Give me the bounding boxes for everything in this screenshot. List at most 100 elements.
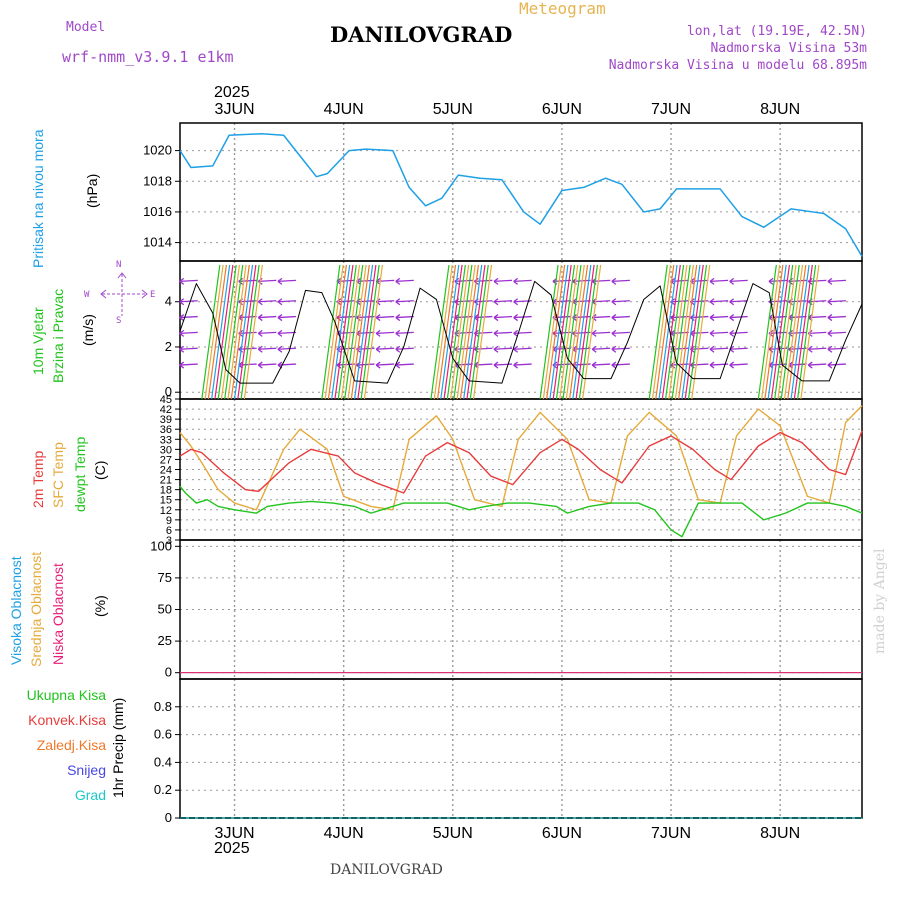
wind-vector [611, 300, 630, 303]
wind-vector [592, 363, 611, 366]
wind-vector-head [395, 361, 401, 369]
wind-vector [395, 347, 414, 350]
wind-vector [513, 315, 532, 319]
wind-vector [729, 363, 748, 366]
wind-fan-arrow [767, 264, 787, 400]
wind-vector-head [277, 298, 283, 306]
wind-vector [710, 347, 729, 350]
wind-vector [395, 315, 414, 319]
wind-vector-head [179, 314, 185, 322]
wind-vector [808, 363, 827, 366]
year-bottom: 2025 [214, 840, 250, 857]
wind-vector-head [375, 361, 381, 369]
wind-fan-arrow [230, 264, 250, 400]
wind-vector [788, 315, 807, 319]
wind-fan-arrow [443, 264, 463, 400]
wind-fan-arrow [674, 264, 694, 400]
wind-vector-head [395, 329, 401, 337]
temp-2m-line [179, 430, 863, 494]
wind-vector [258, 279, 277, 283]
wind-vector-head [493, 298, 499, 306]
wind-vector-head [257, 314, 263, 322]
wind-vector [572, 347, 591, 350]
wind-vector-head [493, 277, 499, 285]
wind-vector-head [591, 329, 597, 337]
wind-vector-head [709, 314, 715, 322]
dewpt-line [179, 485, 863, 538]
wind-vector-head [709, 298, 715, 306]
wind-vector-head [179, 329, 185, 337]
wind-fan-arrow [436, 264, 457, 400]
wind-fan-arrow [237, 264, 257, 400]
y-tick-label: 1014 [143, 235, 172, 250]
wind-vector [376, 363, 395, 366]
wind-vector-head [257, 298, 263, 306]
precip-frz-legend: Zaledj.Kisa [36, 737, 106, 753]
wind-vector [395, 331, 414, 335]
wind-vector-head [375, 314, 381, 322]
wind-fan-arrow [684, 264, 704, 400]
wind-vector-head [375, 345, 381, 353]
y-tick-label: 0 [165, 384, 172, 399]
wind-fan-arrow [790, 264, 810, 400]
meteogram-label: Meteogram [519, 0, 606, 18]
wind-fan-arrow [797, 264, 817, 400]
compass-n: N [116, 260, 122, 270]
wind-vector-head [375, 329, 381, 337]
wind-vector [729, 300, 748, 303]
wind-vector [474, 363, 493, 366]
wind-vector [395, 363, 414, 366]
x-tick-label-bottom: 4JUN [324, 825, 364, 842]
wind-fan-arrow [347, 264, 367, 400]
compass-icon [100, 272, 148, 316]
wind-vector [356, 279, 375, 283]
wind-vector [179, 347, 198, 350]
wind-fan-arrow [568, 264, 589, 400]
precip-hail-legend: Grad [74, 787, 106, 803]
wind-vector [827, 347, 846, 350]
wind-vector-head [257, 361, 263, 369]
model-name: wrf-nmm_v3.9.1 e1km [62, 48, 234, 66]
wind-fan-arrow [204, 264, 224, 400]
wind-vector [238, 315, 257, 319]
wind-vector [513, 363, 532, 366]
wind-vector [768, 315, 788, 319]
wind-fan-arrow [433, 264, 453, 400]
wind-vector [179, 300, 198, 303]
wind-vector [572, 300, 591, 303]
wind-vector [552, 315, 571, 319]
wind-vector [258, 363, 277, 366]
wind-fan-arrow [565, 264, 585, 400]
wind-vector [827, 363, 846, 366]
wind-vector-head [513, 345, 519, 353]
y-tick-label: 1018 [143, 173, 172, 188]
pressure-line [179, 132, 863, 257]
wind-vector [277, 347, 296, 350]
y-tick-label: 33 [160, 434, 172, 446]
wind-fan-arrow [671, 264, 691, 400]
wind-vector [611, 279, 630, 283]
wind-fan-arrow [575, 264, 595, 400]
wind-vector [258, 331, 277, 335]
wind-vector [827, 300, 846, 303]
wind-vector-head [827, 314, 833, 322]
wind-vector-head [709, 361, 715, 369]
wind-vector [238, 331, 257, 335]
wind-vector [376, 347, 395, 350]
wind-fan-arrow [217, 264, 237, 400]
wind-vector [611, 315, 630, 319]
wind-vector-head [768, 277, 774, 285]
wind-vector [493, 315, 513, 319]
wind-vector-head [729, 277, 735, 285]
wind-vector [552, 347, 571, 350]
wind-fan-arrow [678, 264, 698, 400]
wind-vector-head [611, 314, 617, 322]
wind-vector [670, 331, 689, 335]
wind-vector-head [277, 277, 283, 285]
footer-station: DANILOVGRAD [330, 862, 443, 878]
wind-fan-arrow [681, 264, 701, 400]
wind-vector [395, 279, 414, 283]
wind-vector [592, 331, 611, 335]
y-tick-label: 0 [165, 665, 172, 680]
precipitation-panel-frame [179, 678, 863, 819]
